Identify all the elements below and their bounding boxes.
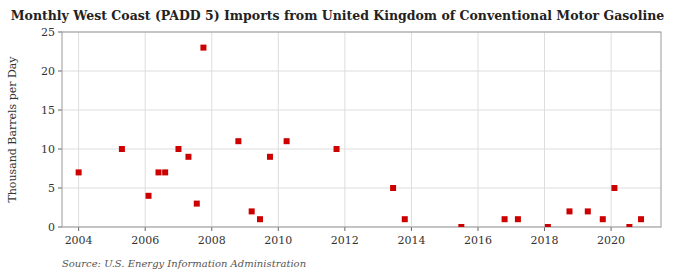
source-note: Source: U.S. Energy Information Administ… bbox=[62, 258, 306, 269]
x-tick bbox=[211, 227, 212, 231]
y-tick bbox=[58, 110, 62, 111]
x-tick bbox=[278, 227, 279, 231]
x-tick-label: 2016 bbox=[464, 234, 492, 247]
x-grid-line bbox=[211, 32, 212, 227]
point bbox=[200, 45, 206, 51]
y-axis-label: Thousand Barrels per Day bbox=[6, 56, 19, 203]
plot-frame bbox=[62, 32, 661, 227]
point bbox=[638, 216, 644, 222]
point bbox=[515, 216, 521, 222]
y-tick-label: 5 bbox=[48, 182, 55, 195]
title: Monthly West Coast (PADD 5) Imports from… bbox=[11, 8, 665, 23]
y-tick-label: 20 bbox=[41, 65, 55, 78]
y-tick bbox=[58, 227, 62, 228]
x-tick-label: 2006 bbox=[131, 234, 159, 247]
x-tick bbox=[611, 227, 612, 231]
y-tick bbox=[58, 71, 62, 72]
x-tick bbox=[544, 227, 545, 231]
point bbox=[566, 208, 572, 214]
y-grid-line bbox=[62, 149, 661, 150]
x-tick-label: 2004 bbox=[65, 234, 93, 247]
point bbox=[611, 185, 617, 191]
point bbox=[257, 216, 263, 222]
point bbox=[334, 146, 340, 152]
point bbox=[162, 169, 168, 175]
y-tick bbox=[58, 188, 62, 189]
point bbox=[119, 146, 125, 152]
point bbox=[76, 169, 82, 175]
x-tick bbox=[145, 227, 146, 231]
x-grid-line bbox=[278, 32, 279, 227]
x-tick bbox=[344, 227, 345, 231]
y-grid-line bbox=[62, 110, 661, 111]
point bbox=[249, 208, 255, 214]
point bbox=[502, 216, 508, 222]
point bbox=[185, 154, 191, 160]
grid bbox=[62, 32, 661, 227]
y-grid-line bbox=[62, 71, 661, 72]
y-tick-label: 0 bbox=[48, 221, 55, 234]
y-grid-line bbox=[62, 188, 661, 189]
point bbox=[284, 138, 290, 144]
y-tick bbox=[58, 149, 62, 150]
point bbox=[545, 224, 551, 227]
x-tick-label: 2010 bbox=[264, 234, 292, 247]
x-tick-label: 2018 bbox=[531, 234, 559, 247]
x-tick bbox=[411, 227, 412, 231]
point bbox=[267, 154, 273, 160]
x-grid-line bbox=[78, 32, 79, 227]
x-grid-line bbox=[611, 32, 612, 227]
point bbox=[390, 185, 396, 191]
point bbox=[235, 138, 241, 144]
x-tick-label: 2014 bbox=[397, 234, 425, 247]
y-tick-label: 10 bbox=[41, 143, 55, 156]
x-grid-line bbox=[544, 32, 545, 227]
point bbox=[458, 224, 464, 227]
y-tick-label: 15 bbox=[41, 104, 55, 117]
point bbox=[585, 208, 591, 214]
y-tick-label: 25 bbox=[41, 26, 55, 39]
x-tick bbox=[477, 227, 478, 231]
x-tick-label: 2020 bbox=[597, 234, 625, 247]
axes: 0 5 10 15 20 25 2004 2006 2008 2010 2012 2014 2016 20… bbox=[41, 26, 625, 247]
x-grid-line bbox=[411, 32, 412, 227]
point bbox=[156, 169, 162, 175]
point bbox=[600, 216, 606, 222]
plot-area bbox=[62, 32, 661, 227]
x-grid-line bbox=[477, 32, 478, 227]
point bbox=[194, 201, 200, 207]
x-tick-label: 2008 bbox=[198, 234, 226, 247]
points bbox=[76, 45, 644, 227]
chart: 0 5 10 15 20 25 2004 2006 2008 2010 2012 2014 2016 20… bbox=[0, 0, 675, 275]
point bbox=[175, 146, 181, 152]
point bbox=[146, 193, 152, 199]
point bbox=[402, 216, 408, 222]
x-tick bbox=[78, 227, 79, 231]
point bbox=[626, 224, 632, 227]
y-tick bbox=[58, 32, 62, 33]
x-grid-line bbox=[344, 32, 345, 227]
x-tick-label: 2012 bbox=[331, 234, 359, 247]
